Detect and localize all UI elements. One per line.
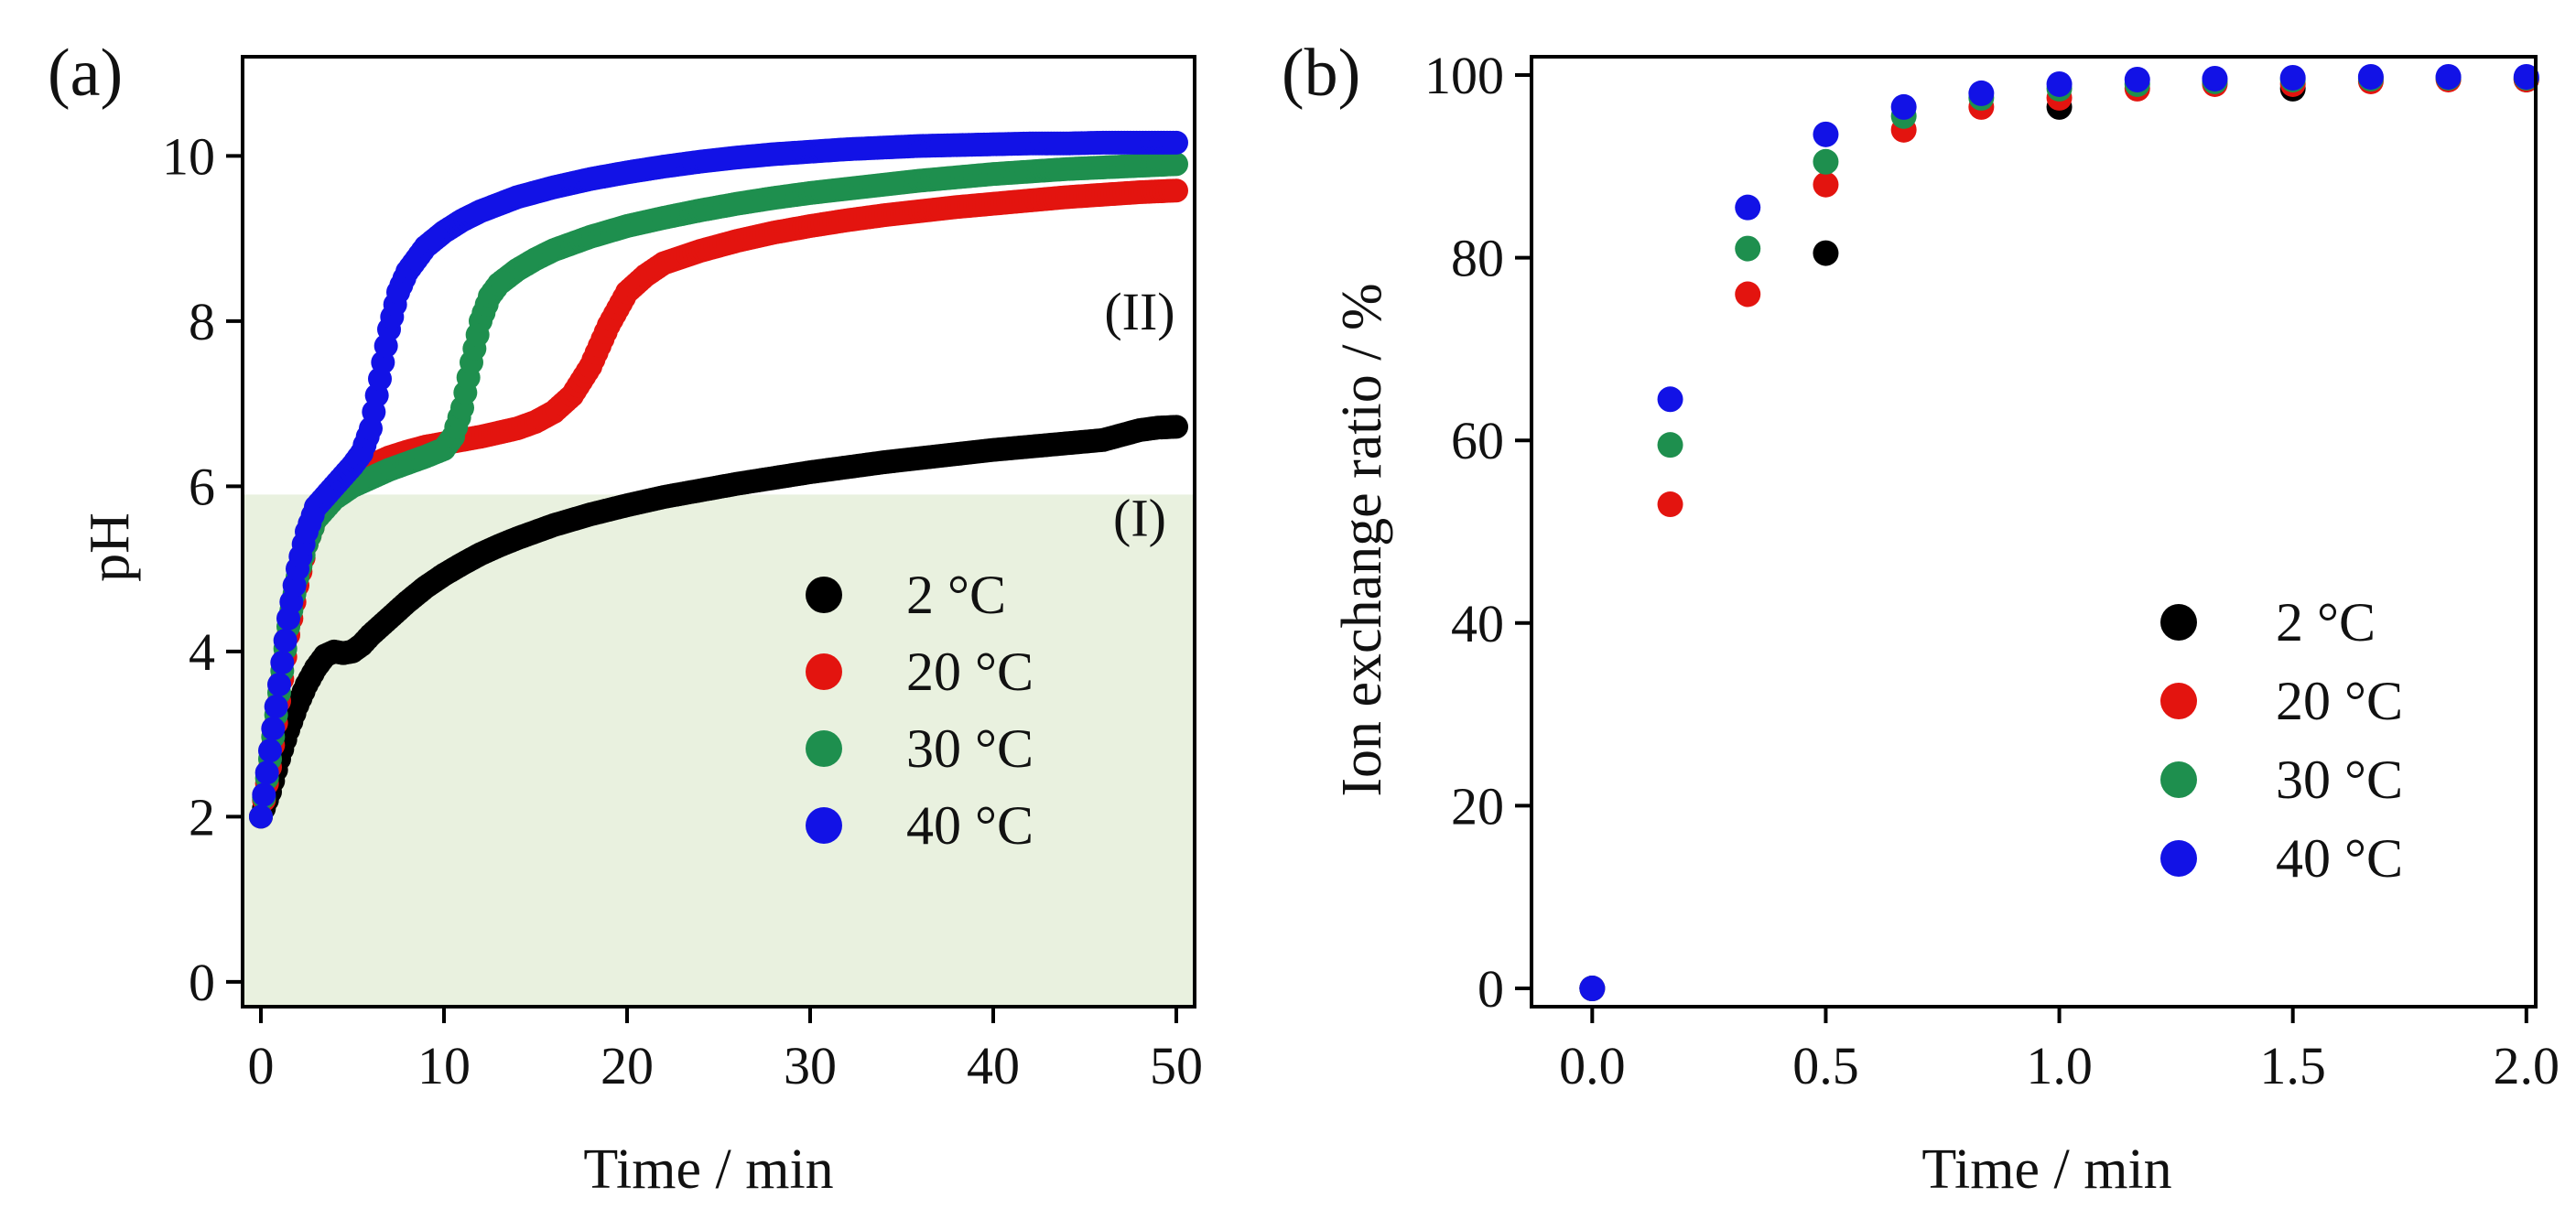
legend-label: 20 °C (2276, 671, 2403, 731)
legend-marker (806, 807, 842, 844)
legend-label: 2 °C (906, 565, 1006, 625)
y-tick-label: 80 (1451, 229, 1504, 288)
panel-b-label: (b) (1282, 36, 1360, 111)
panel-a-annotations: (II) (I) (1104, 282, 1174, 548)
data-point (1735, 235, 1761, 262)
panel-a-data-points (249, 130, 1188, 829)
panel-a-shaded-region (243, 494, 1195, 1007)
x-tick-label: 0.0 (1559, 1036, 1626, 1095)
data-point (270, 650, 295, 674)
shaded-region-rect (243, 494, 1195, 1007)
data-point (1579, 976, 1606, 1002)
series-30-c (249, 152, 1188, 829)
panel-b-plot-frame (1530, 55, 2538, 1009)
panel-b-axis-ticks: 0.0 0.5 1.0 1.5 2.0 0 20 40 60 80 100 (1424, 46, 2560, 1095)
x-tick-label: 10 (417, 1036, 471, 1095)
data-point (1813, 240, 1839, 266)
x-tick-label: 0.5 (1792, 1036, 1859, 1095)
data-point (1164, 152, 1188, 177)
x-tick-label: 0 (248, 1036, 275, 1095)
legend-label: 20 °C (906, 642, 1034, 702)
y-tick-label: 0 (1477, 959, 1504, 1019)
data-point (252, 782, 276, 807)
data-point (1813, 121, 1839, 147)
data-point (1657, 491, 1683, 518)
legend-marker (806, 577, 842, 613)
data-point (1164, 130, 1188, 155)
data-point (249, 804, 273, 829)
legend-label: 40 °C (906, 795, 1034, 856)
region-label: (II) (1104, 282, 1174, 341)
x-tick-label: 40 (967, 1036, 1020, 1095)
y-tick-label: 20 (1451, 776, 1504, 836)
panel-a-legend: 2 °C 20 °C 30 °C 40 °C (806, 565, 1034, 856)
x-tick-label: 50 (1150, 1036, 1203, 1095)
data-point (258, 739, 282, 763)
panel-b-legend: 2 °C 20 °C 30 °C 40 °C (2160, 592, 2403, 889)
data-point (2435, 63, 2462, 90)
data-point (2513, 63, 2539, 90)
legend-label: 30 °C (2276, 750, 2403, 810)
data-point (2357, 63, 2384, 90)
legend-marker (806, 653, 842, 690)
data-point (267, 672, 291, 696)
panel-b-data-points (1579, 63, 2539, 1002)
y-tick-label: 100 (1424, 46, 1504, 105)
data-point (1813, 171, 1839, 198)
legend-label: 40 °C (2276, 828, 2403, 889)
data-point (261, 717, 286, 741)
y-tick-label: 4 (189, 622, 215, 682)
region-label: (I) (1113, 489, 1166, 548)
y-tick-label: 60 (1451, 411, 1504, 470)
y-tick-label: 2 (189, 787, 215, 847)
panel-a-plot-frame (241, 55, 1196, 1009)
series-40-c (249, 130, 1188, 829)
panel-a-chart: (a) 0 10 20 30 40 50 0 2 4 6 8 10 Time / min pH (II… (48, 36, 1203, 1201)
data-point (1968, 80, 1995, 106)
legend-label: 30 °C (906, 718, 1034, 779)
data-point (1735, 194, 1761, 221)
data-point (1890, 93, 1917, 120)
legend-marker (2160, 683, 2197, 719)
series-40-c (1579, 63, 2539, 1002)
data-point (2279, 64, 2306, 91)
data-point (1735, 281, 1761, 307)
x-tick-label: 20 (601, 1036, 654, 1095)
data-point (1813, 148, 1839, 175)
x-tick-label: 2.0 (2494, 1036, 2560, 1095)
data-point (2202, 65, 2228, 92)
panel-b-y-axis-title: Ion exchange ratio / % (1331, 283, 1393, 796)
data-point (254, 761, 279, 785)
legend-marker (2160, 840, 2197, 877)
legend-marker (806, 730, 842, 767)
panel-b-chart: (b) 0.0 0.5 1.0 1.5 2.0 0 20 40 60 80 100 Time / m… (1282, 36, 2560, 1201)
panel-a-y-axis-title: pH (79, 512, 141, 582)
data-point (1657, 386, 1683, 413)
y-tick-label: 8 (189, 292, 215, 351)
data-point (2046, 70, 2073, 97)
data-point (1164, 178, 1188, 203)
panel-a-x-axis-title: Time / min (583, 1138, 833, 1201)
legend-marker (2160, 604, 2197, 641)
data-point (273, 628, 298, 653)
x-tick-label: 1.0 (2026, 1036, 2093, 1095)
y-tick-label: 10 (162, 126, 215, 186)
y-tick-label: 40 (1451, 594, 1504, 653)
data-point (264, 695, 288, 719)
y-tick-label: 0 (189, 953, 215, 1012)
y-tick-label: 6 (189, 457, 215, 516)
panel-a-axis-ticks: 0 10 20 30 40 50 0 2 4 6 8 10 (162, 126, 1203, 1095)
x-tick-label: 1.5 (2259, 1036, 2326, 1095)
data-point (1164, 415, 1188, 439)
panel-b-x-axis-title: Time / min (1921, 1138, 2171, 1201)
legend-marker (2160, 761, 2197, 798)
legend-label: 2 °C (2276, 592, 2376, 653)
panel-a-label: (a) (48, 36, 123, 111)
data-point (1657, 432, 1683, 458)
x-tick-label: 30 (784, 1036, 837, 1095)
data-point (2124, 66, 2150, 92)
